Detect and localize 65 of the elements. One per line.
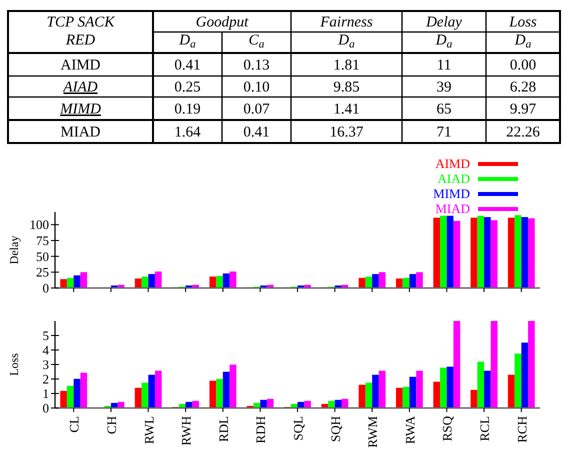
x-tick-label: SQH: [328, 416, 343, 442]
text: D$_{a}$: [337, 32, 356, 50]
x-tick-label: CH: [104, 416, 119, 434]
text: MIMD: [59, 102, 102, 118]
text: C$_{a}$: [248, 32, 265, 50]
text: 0.10: [243, 80, 270, 96]
text: 0.41: [174, 58, 201, 74]
y-tick-label: 0: [42, 280, 49, 296]
x-tick-label: CL: [66, 416, 82, 433]
x-tick-label: SQL: [290, 416, 306, 441]
x-tick-label: RWA: [402, 415, 418, 444]
x-tick-label: RWM: [365, 416, 380, 448]
text: AIAD: [62, 80, 98, 96]
y-tick-label: 5: [42, 328, 49, 343]
text: 65: [436, 102, 452, 118]
y-tick-label: 0: [42, 400, 49, 416]
legend-label: AIMD: [435, 156, 470, 171]
text: 11: [436, 58, 452, 74]
legend-label: MIMD: [433, 186, 470, 201]
text: RED: [64, 32, 96, 48]
x-tick-label: RSQ: [440, 415, 455, 442]
x-tick-label: RCH: [514, 416, 530, 443]
legend-label: AIAD: [438, 171, 470, 186]
legend-label: MIAD: [435, 201, 470, 216]
text: 16.37: [330, 124, 364, 140]
y-axis-title: Loss: [7, 352, 21, 376]
text: Delay: [425, 14, 462, 30]
x-tick-label: RDL: [216, 416, 231, 442]
y-tick-label: 25: [36, 264, 49, 280]
text: 71: [436, 124, 452, 140]
text: 9.85: [333, 80, 360, 96]
text: TCP SACK: [46, 14, 116, 30]
text: D$_{a}$: [434, 32, 453, 50]
text: 6.28: [510, 80, 536, 96]
x-tick-label: RWH: [178, 416, 194, 446]
text: 1.41: [333, 102, 360, 118]
text: 9.97: [510, 102, 537, 118]
x-tick-label: RWL: [141, 416, 156, 444]
text: 0.25: [174, 80, 201, 96]
y-tick-label: 4: [42, 342, 50, 358]
text: 0.07: [243, 102, 270, 118]
x-tick-label: RDH: [253, 416, 268, 444]
text: Goodput: [196, 14, 250, 30]
text: 22.26: [506, 124, 540, 140]
text: Fairness: [319, 14, 373, 30]
text: 0.19: [174, 102, 201, 118]
text: 1.81: [333, 58, 360, 74]
x-tick-label: RCL: [477, 416, 492, 442]
text: AIMD: [60, 58, 101, 74]
y-tick-label: 3: [42, 357, 49, 372]
text: 0.41: [243, 124, 270, 140]
text: 1.64: [174, 124, 202, 140]
text: D$_{a}$: [178, 32, 196, 50]
text: 0.00: [510, 58, 536, 74]
y-axis-title: Delay: [7, 236, 21, 264]
text: D$_{a}$: [514, 32, 532, 50]
y-tick-label: 50: [36, 248, 49, 264]
text: 39: [436, 80, 452, 96]
text: MIAD: [60, 124, 101, 140]
y-tick-label: 2: [42, 372, 49, 386]
y-tick-label: 75: [36, 233, 49, 248]
y-tick-label: 1: [42, 386, 49, 401]
text: Loss: [508, 14, 537, 30]
y-tick-label: 100: [30, 217, 49, 232]
text: 0.13: [243, 58, 270, 74]
